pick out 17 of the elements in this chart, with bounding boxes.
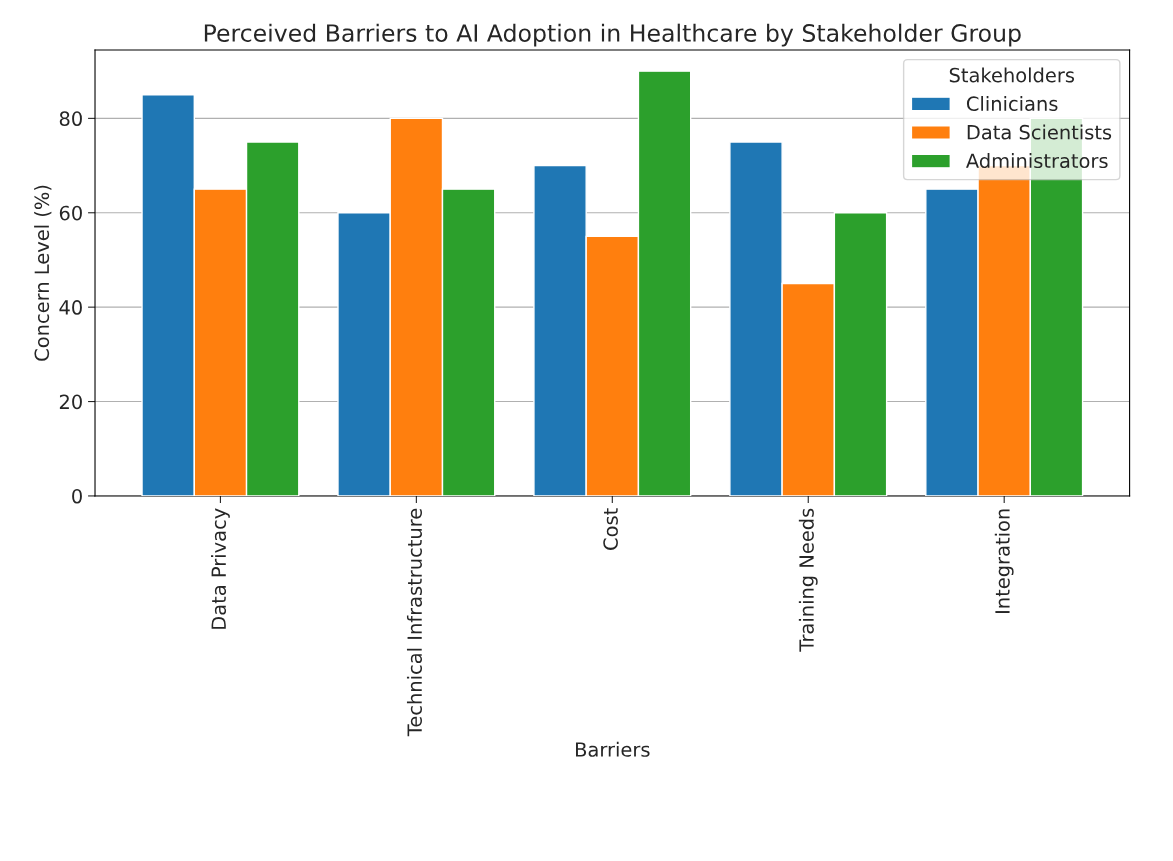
x-tick-label: Data Privacy [211,508,230,629]
legend-label: Data Scientists [967,124,1112,140]
x-tick-label: Cost [603,508,618,550]
x-tick-label: Training Needs [798,508,818,652]
legend-label: Clinicians [966,95,1058,112]
y-tick-label: 80 [59,111,82,127]
y-tick-label: 40 [59,300,82,315]
x-axis-title: Barriers [576,741,650,757]
chart-title: Perceived Barriers to AI Adoption in Healthcare by Stakeholder Group [204,23,1021,47]
y-tick-label: 60 [59,205,82,221]
x-tick-label: Technical Infrastructure [406,508,422,737]
x-tick-label: Integration [994,509,1014,613]
y-axis-title: Concern Level (%) [34,185,52,361]
y-tick-label: 0 [72,488,82,504]
legend-title: Stakeholders [949,67,1075,83]
legend-label: Administrators [966,153,1108,169]
y-tick-label: 20 [59,394,82,410]
